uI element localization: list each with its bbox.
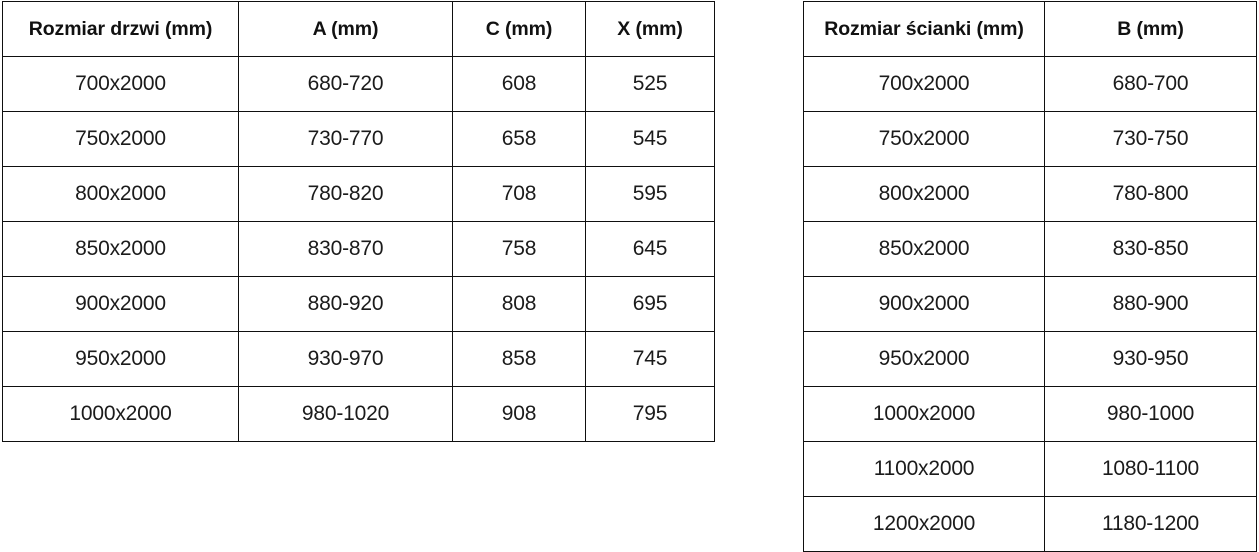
table-row: 700x2000 680-720 608 525 [2, 56, 715, 112]
cell-b: 1180-1200 [1044, 496, 1257, 552]
cell-door-size: 950x2000 [2, 331, 239, 387]
table-row: 750x2000 730-770 658 545 [2, 111, 715, 167]
cell-x: 695 [585, 276, 715, 332]
cell-wall-size: 750x2000 [803, 111, 1045, 167]
cell-x: 795 [585, 386, 715, 442]
table-row: 800x2000 780-820 708 595 [2, 166, 715, 222]
cell-door-size: 900x2000 [2, 276, 239, 332]
cell-wall-size: 950x2000 [803, 331, 1045, 387]
cell-b: 730-750 [1044, 111, 1257, 167]
cell-x: 595 [585, 166, 715, 222]
cell-a: 680-720 [238, 56, 453, 112]
cell-x: 645 [585, 221, 715, 277]
cell-b: 830-850 [1044, 221, 1257, 277]
table-header-row: Rozmiar ścianki (mm) B (mm) [803, 1, 1257, 57]
cell-a: 880-920 [238, 276, 453, 332]
table-row: 1000x2000 980-1020 908 795 [2, 386, 715, 442]
wall-table-header: Rozmiar ścianki (mm) B (mm) [803, 1, 1257, 57]
cell-wall-size: 900x2000 [803, 276, 1045, 332]
cell-door-size: 850x2000 [2, 221, 239, 277]
table-row: 850x2000 830-870 758 645 [2, 221, 715, 277]
cell-a: 830-870 [238, 221, 453, 277]
cell-wall-size: 700x2000 [803, 56, 1045, 112]
cell-c: 908 [452, 386, 586, 442]
cell-b: 880-900 [1044, 276, 1257, 332]
door-size-table: Rozmiar drzwi (mm) A (mm) C (mm) X (mm) … [2, 1, 715, 442]
cell-a: 930-970 [238, 331, 453, 387]
cell-wall-size: 1000x2000 [803, 386, 1045, 442]
column-header-wall-size: Rozmiar ścianki (mm) [803, 1, 1045, 57]
cell-x: 525 [585, 56, 715, 112]
table-row: 1100x2000 1080-1100 [803, 441, 1257, 497]
cell-x: 545 [585, 111, 715, 167]
column-header-door-size: Rozmiar drzwi (mm) [2, 1, 239, 57]
door-table-header: Rozmiar drzwi (mm) A (mm) C (mm) X (mm) [2, 1, 715, 57]
table-row: 750x2000 730-750 [803, 111, 1257, 167]
table-row: 700x2000 680-700 [803, 56, 1257, 112]
column-header-b: B (mm) [1044, 1, 1257, 57]
cell-wall-size: 1200x2000 [803, 496, 1045, 552]
column-header-a: A (mm) [238, 1, 453, 57]
cell-c: 608 [452, 56, 586, 112]
cell-door-size: 700x2000 [2, 56, 239, 112]
table-row: 800x2000 780-800 [803, 166, 1257, 222]
cell-c: 808 [452, 276, 586, 332]
cell-a: 780-820 [238, 166, 453, 222]
cell-c: 858 [452, 331, 586, 387]
cell-wall-size: 1100x2000 [803, 441, 1045, 497]
cell-b: 1080-1100 [1044, 441, 1257, 497]
cell-c: 708 [452, 166, 586, 222]
cell-door-size: 750x2000 [2, 111, 239, 167]
table-row: 900x2000 880-920 808 695 [2, 276, 715, 332]
table-row: 950x2000 930-970 858 745 [2, 331, 715, 387]
cell-a: 730-770 [238, 111, 453, 167]
wall-table-body: 700x2000 680-700 750x2000 730-750 800x20… [803, 56, 1257, 552]
table-row: 850x2000 830-850 [803, 221, 1257, 277]
cell-b: 980-1000 [1044, 386, 1257, 442]
wall-size-table: Rozmiar ścianki (mm) B (mm) 700x2000 680… [803, 1, 1257, 552]
table-header-row: Rozmiar drzwi (mm) A (mm) C (mm) X (mm) [2, 1, 715, 57]
cell-b: 680-700 [1044, 56, 1257, 112]
cell-x: 745 [585, 331, 715, 387]
cell-c: 658 [452, 111, 586, 167]
cell-door-size: 800x2000 [2, 166, 239, 222]
cell-door-size: 1000x2000 [2, 386, 239, 442]
cell-b: 780-800 [1044, 166, 1257, 222]
door-table-body: 700x2000 680-720 608 525 750x2000 730-77… [2, 56, 715, 442]
table-row: 1200x2000 1180-1200 [803, 496, 1257, 552]
table-row: 900x2000 880-900 [803, 276, 1257, 332]
cell-wall-size: 850x2000 [803, 221, 1045, 277]
table-row: 1000x2000 980-1000 [803, 386, 1257, 442]
table-row: 950x2000 930-950 [803, 331, 1257, 387]
cell-a: 980-1020 [238, 386, 453, 442]
column-header-x: X (mm) [585, 1, 715, 57]
cell-wall-size: 800x2000 [803, 166, 1045, 222]
column-header-c: C (mm) [452, 1, 586, 57]
cell-b: 930-950 [1044, 331, 1257, 387]
cell-c: 758 [452, 221, 586, 277]
